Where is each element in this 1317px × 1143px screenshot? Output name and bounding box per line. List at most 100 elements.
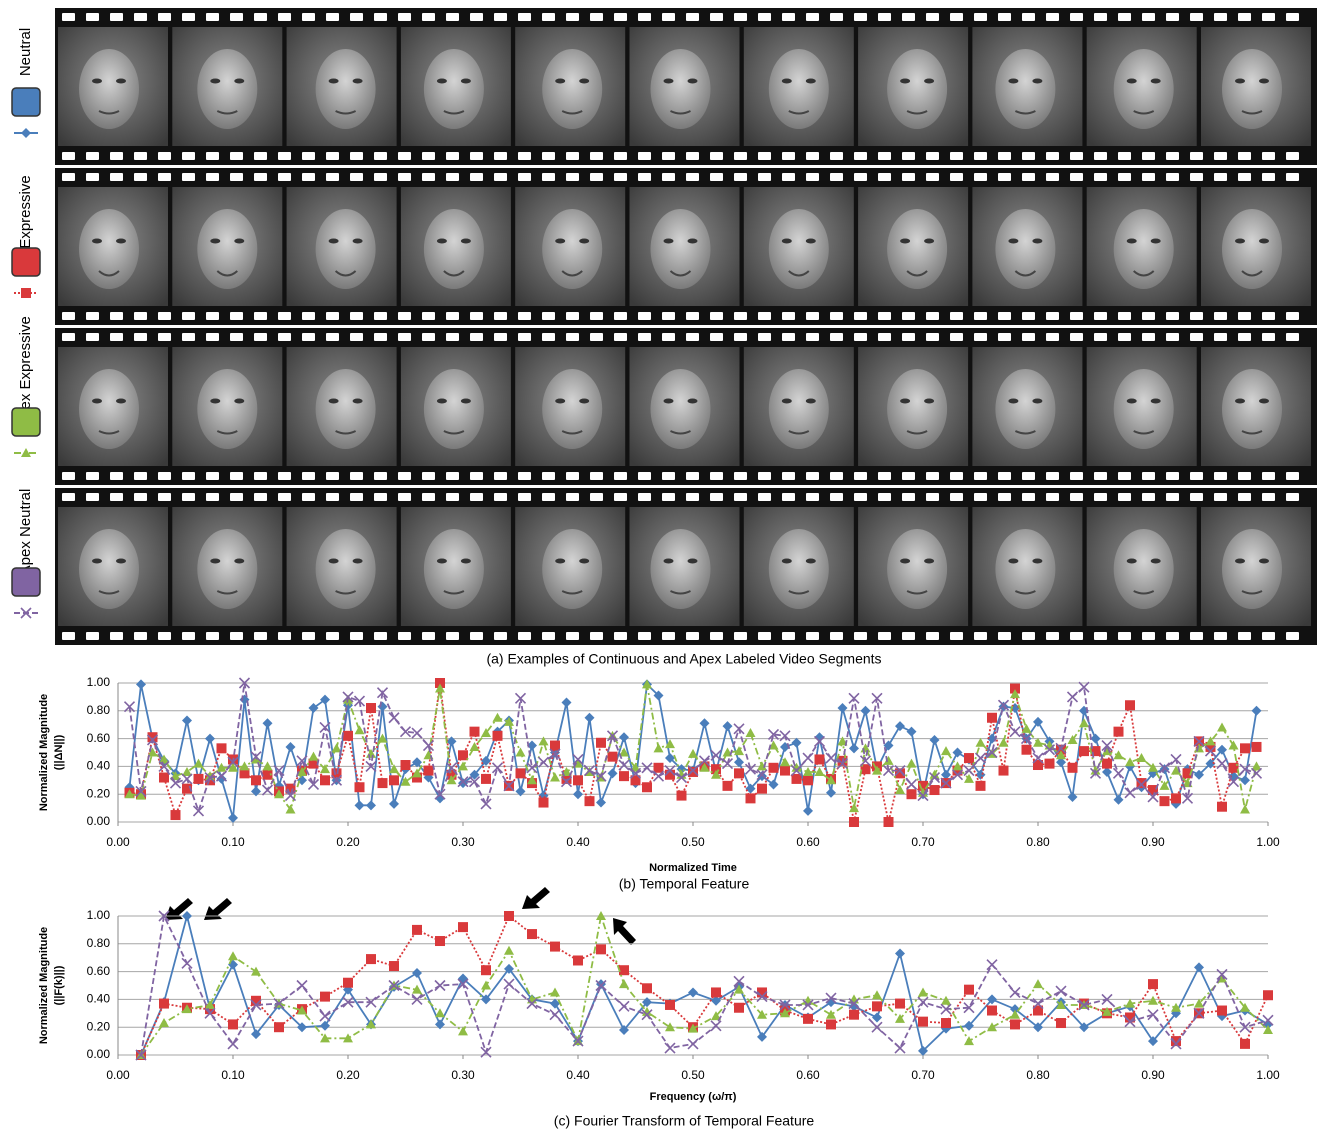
eye xyxy=(1008,398,1019,404)
sprocket-hole xyxy=(326,13,339,21)
marker xyxy=(1010,683,1020,694)
sprocket-hole xyxy=(1070,632,1083,640)
x-tick-label: 1.00 xyxy=(1256,1068,1280,1082)
marker xyxy=(296,979,308,992)
sprocket-hole xyxy=(686,152,699,160)
mouth xyxy=(1014,270,1037,277)
sprocket-hole xyxy=(1262,333,1275,341)
marker xyxy=(1171,1036,1181,1047)
marker xyxy=(928,771,941,784)
sprocket-hole xyxy=(1094,333,1107,341)
sprocket-hole xyxy=(662,632,675,640)
x-tick-label: 0.10 xyxy=(221,1068,245,1082)
marker xyxy=(596,737,606,748)
marker xyxy=(1056,757,1066,768)
marker xyxy=(859,755,872,767)
marker xyxy=(906,726,917,737)
sprocket-hole xyxy=(110,493,123,501)
sprocket-hole xyxy=(830,152,843,160)
sprocket-hole xyxy=(1070,312,1083,320)
eye xyxy=(92,558,102,564)
sprocket-hole xyxy=(1070,13,1083,21)
marker xyxy=(504,716,514,726)
sprocket-hole xyxy=(86,493,99,501)
marker xyxy=(285,783,296,794)
marker xyxy=(733,723,745,735)
marker xyxy=(745,728,756,738)
marker xyxy=(1240,1038,1250,1049)
sprocket-hole xyxy=(134,493,147,501)
sprocket-hole xyxy=(110,632,123,640)
sprocket-hole xyxy=(542,13,555,21)
sprocket-hole xyxy=(950,152,963,160)
sprocket-hole xyxy=(86,312,99,320)
marker xyxy=(814,754,825,765)
sprocket-hole xyxy=(806,632,819,640)
face xyxy=(768,529,829,609)
eye xyxy=(805,558,816,564)
marker xyxy=(1102,758,1112,769)
marker xyxy=(952,765,963,776)
sprocket-hole xyxy=(734,173,747,181)
sprocket-hole xyxy=(62,333,75,341)
sprocket-hole xyxy=(1214,333,1227,341)
mouth xyxy=(334,270,357,277)
y-axis-title: Normalized Magnitude xyxy=(38,694,50,811)
marker xyxy=(1159,780,1170,790)
marker xyxy=(514,692,527,704)
marker xyxy=(1205,758,1216,769)
marker xyxy=(1239,1021,1251,1033)
sprocket-hole xyxy=(278,493,291,501)
marker xyxy=(802,999,814,1011)
marker xyxy=(412,984,422,994)
marker xyxy=(1148,1036,1158,1047)
sprocket-hole xyxy=(998,173,1011,181)
marker xyxy=(641,762,653,774)
marker xyxy=(1055,985,1067,997)
marker xyxy=(629,767,642,779)
sprocket-hole xyxy=(1262,632,1275,640)
marker xyxy=(711,987,721,998)
eye xyxy=(579,78,590,84)
sprocket-hole xyxy=(854,472,867,480)
sprocket-hole xyxy=(902,173,915,181)
marker xyxy=(135,1049,147,1061)
face xyxy=(315,49,376,129)
marker xyxy=(1263,1024,1273,1034)
eye xyxy=(1008,558,1019,564)
eye xyxy=(1235,398,1245,404)
face xyxy=(995,209,1056,289)
sprocket-hole xyxy=(446,13,459,21)
marker xyxy=(1204,745,1217,757)
sprocket-hole xyxy=(518,472,531,480)
series-line xyxy=(140,913,1269,1056)
sprocket-hole xyxy=(950,13,963,21)
sprocket-hole xyxy=(302,173,315,181)
eye xyxy=(92,398,102,404)
marker xyxy=(1251,741,1262,752)
eye xyxy=(328,558,339,564)
sprocket-hole xyxy=(998,493,1011,501)
sprocket-hole xyxy=(950,472,963,480)
marker xyxy=(181,957,193,969)
eye xyxy=(1150,78,1161,84)
sprocket-hole xyxy=(302,632,315,640)
marker xyxy=(883,817,894,827)
sprocket-hole xyxy=(590,312,603,320)
eye xyxy=(687,78,698,84)
marker xyxy=(917,996,929,1008)
marker xyxy=(665,769,675,780)
face xyxy=(887,49,948,129)
sprocket-hole xyxy=(398,312,411,320)
face xyxy=(315,529,376,609)
sprocket-hole xyxy=(326,333,339,341)
sprocket-hole xyxy=(230,333,243,341)
marker xyxy=(273,998,285,1010)
marker xyxy=(642,997,652,1008)
marker xyxy=(837,703,848,714)
sprocket-hole xyxy=(1022,632,1035,640)
sprocket-hole xyxy=(1094,173,1107,181)
x-tick-label: 0.30 xyxy=(451,1068,475,1082)
marker xyxy=(1044,758,1055,769)
marker xyxy=(596,911,606,920)
